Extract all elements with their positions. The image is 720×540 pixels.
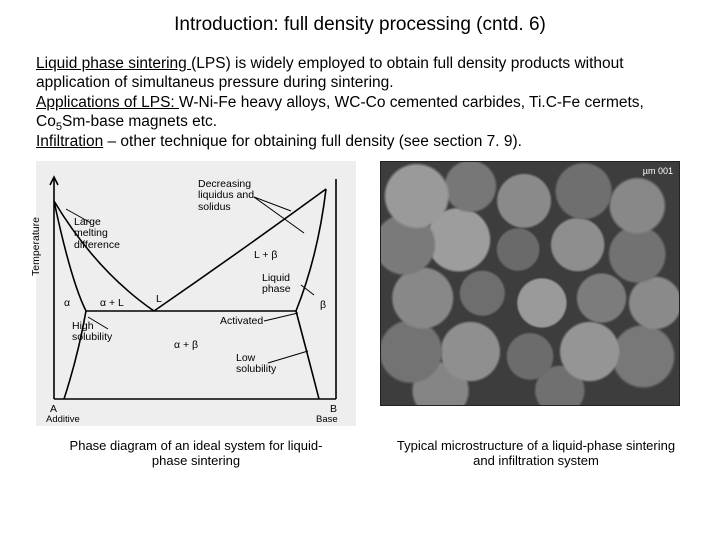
pd-L-beta: L + β [254,249,277,261]
inf-text: – other technique for obtaining full den… [103,133,522,150]
pd-alpha-beta: α + β [174,339,198,351]
caption-left: Phase diagram of an ideal system for liq… [36,438,356,469]
pd-high-sol: High solubility [72,321,122,343]
caption-right: Typical microstructure of a liquid-phase… [380,438,692,469]
pd-large-melting: Large melting difference [74,217,128,252]
body-paragraph: Liquid phase sintering (LPS) is widely e… [0,54,720,151]
pd-L: L [156,293,162,305]
micro-scale-text: µm 001 [643,166,673,176]
apps-sub: 5 [56,121,62,133]
pd-beta: β [320,299,326,311]
pd-activated: Activated [220,315,263,327]
pd-xB-sub: Base [316,414,338,425]
slide-title: Introduction: full density processing (c… [0,0,720,54]
pd-liquid-phase: Liquid phase [262,273,304,295]
apps-term: Applications of LPS: [36,94,179,111]
pd-decreasing: Decreasing liquidus and solidus [198,179,270,214]
pd-low-sol: Low solubility [236,353,286,375]
phase-diagram-svg [36,161,356,426]
microstructure-image: µm 001 [380,161,680,406]
pd-alpha: α [64,297,70,309]
pd-ylabel: Temperature [30,217,42,276]
pd-alpha-L: α + L [100,297,124,309]
apps-text-2: Sm-base magnets etc. [62,113,217,130]
phase-diagram: Temperature Large melting difference Dec… [36,161,356,426]
captions-row: Phase diagram of an ideal system for liq… [0,426,720,469]
lps-term: Liquid phase sintering [36,55,191,72]
figure-right: µm 001 [380,161,692,426]
pd-xA-sub: Additive [46,414,80,425]
inf-term: Infiltration [36,133,103,150]
figures-row: Temperature Large melting difference Dec… [0,151,720,426]
figure-left: Temperature Large melting difference Dec… [36,161,356,426]
